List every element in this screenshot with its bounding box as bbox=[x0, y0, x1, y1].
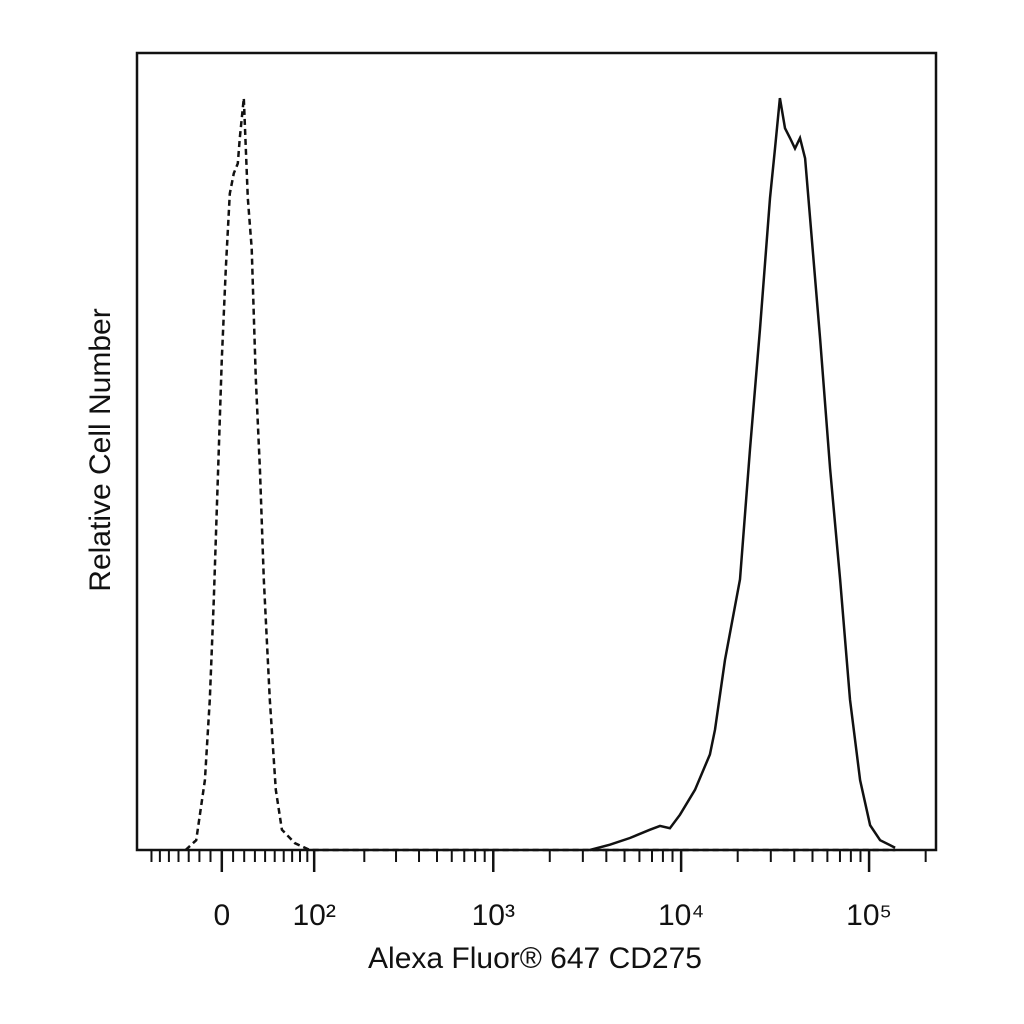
histogram-line bbox=[589, 97, 896, 852]
x-tick-label: 10³ bbox=[472, 899, 515, 932]
x-tick-label: 0 bbox=[213, 899, 230, 932]
y-axis-title: Relative Cell Number bbox=[84, 308, 117, 591]
plot-frame bbox=[135, 51, 938, 852]
x-tick-label: 10⁵ bbox=[846, 899, 892, 932]
x-tick-label: 10⁴ bbox=[658, 899, 704, 932]
x-tick-label: 10² bbox=[292, 899, 335, 932]
x-axis-title: Alexa Fluor® 647 CD275 bbox=[368, 942, 702, 975]
histogram-line bbox=[184, 97, 896, 852]
